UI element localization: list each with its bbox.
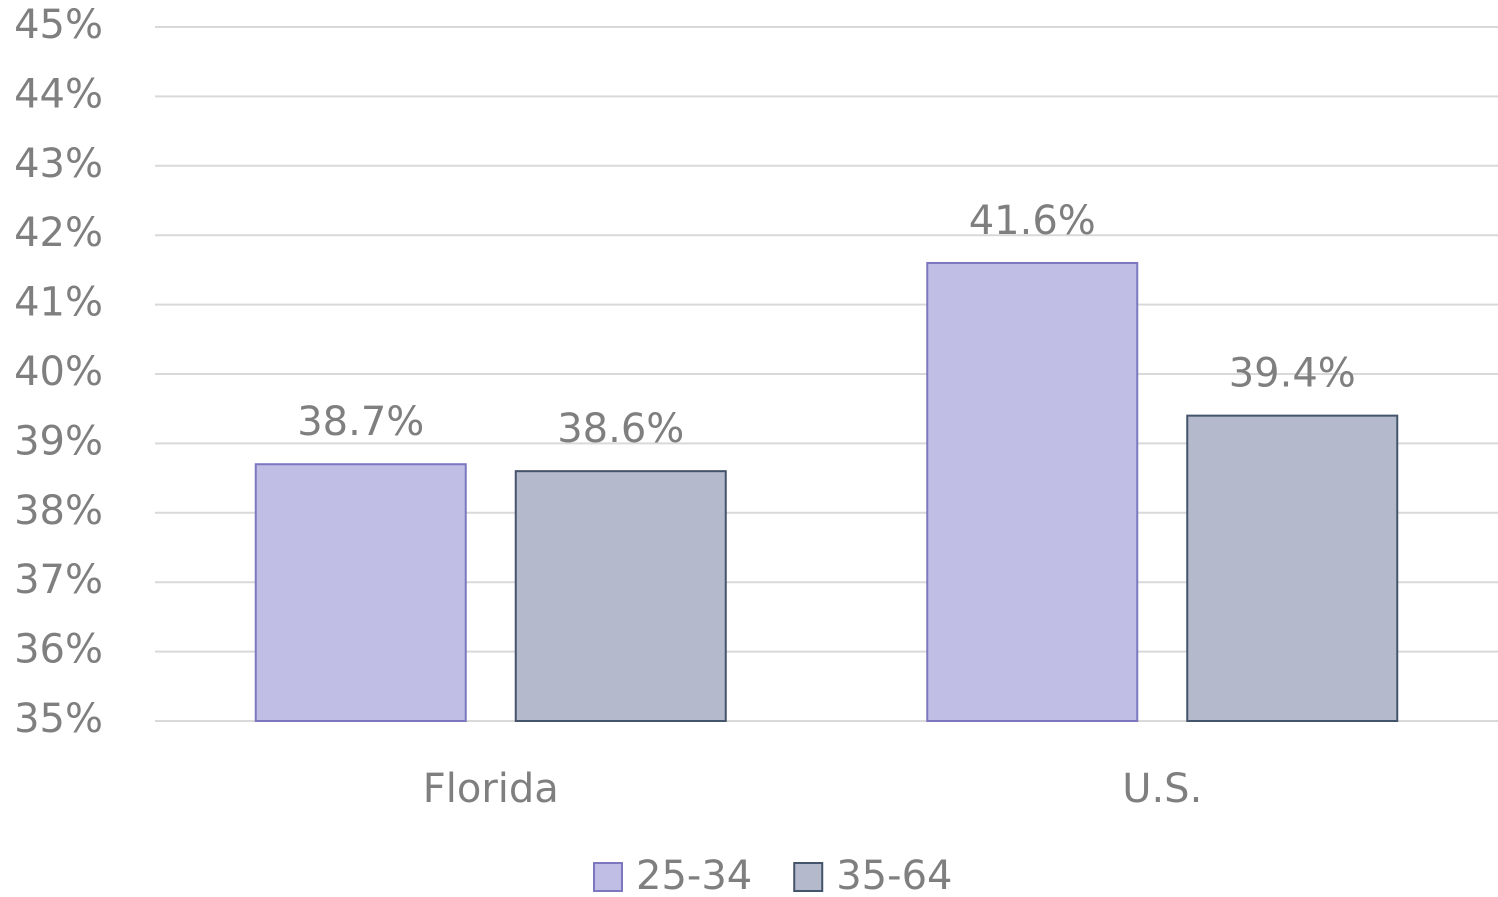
data-label: 38.6%	[557, 406, 684, 452]
y-tick-label: 35%	[14, 696, 103, 742]
legend-label: 25-34	[636, 853, 752, 897]
y-tick-label: 38%	[14, 488, 103, 534]
legend-label: 35-64	[836, 853, 952, 897]
data-label: 38.7%	[297, 399, 424, 445]
y-tick-label: 36%	[14, 627, 103, 673]
legend-swatch	[593, 862, 623, 892]
y-tick-label: 42%	[14, 210, 103, 256]
y-tick-label: 39%	[14, 418, 103, 464]
x-tick-label: U.S.	[1122, 766, 1202, 812]
y-tick-label: 40%	[14, 349, 103, 395]
bar	[1186, 414, 1399, 722]
y-tick-label: 44%	[14, 71, 103, 117]
y-tick-label: 45%	[14, 2, 103, 48]
y-tick-label: 41%	[14, 280, 103, 326]
legend-swatch	[793, 862, 824, 892]
y-tick-label: 43%	[14, 141, 103, 187]
bar	[514, 470, 727, 722]
y-tick-label: 37%	[14, 557, 103, 603]
x-tick-label: Florida	[423, 766, 559, 812]
data-label: 39.4%	[1229, 351, 1356, 397]
data-label: 41.6%	[969, 198, 1096, 244]
bar	[254, 463, 467, 722]
bar	[926, 261, 1139, 722]
